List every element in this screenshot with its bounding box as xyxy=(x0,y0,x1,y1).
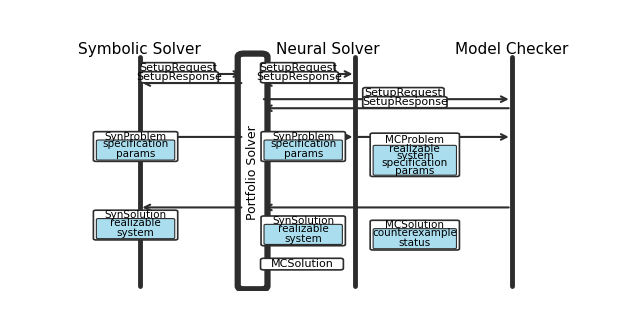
FancyBboxPatch shape xyxy=(363,88,444,99)
Text: status: status xyxy=(399,238,431,248)
Text: system: system xyxy=(396,151,434,161)
Text: realizable: realizable xyxy=(278,224,328,234)
FancyBboxPatch shape xyxy=(264,224,342,245)
FancyBboxPatch shape xyxy=(363,97,447,108)
Text: realizable: realizable xyxy=(389,144,440,154)
Text: system: system xyxy=(116,228,154,238)
Text: params: params xyxy=(395,166,435,176)
FancyBboxPatch shape xyxy=(370,220,460,250)
FancyBboxPatch shape xyxy=(373,145,456,175)
Text: specification: specification xyxy=(102,139,169,149)
FancyBboxPatch shape xyxy=(93,132,178,161)
Text: counterexample: counterexample xyxy=(372,228,457,238)
FancyBboxPatch shape xyxy=(373,229,456,249)
FancyBboxPatch shape xyxy=(261,132,346,161)
Text: params: params xyxy=(116,149,156,159)
Text: Model Checker: Model Checker xyxy=(455,42,568,57)
FancyBboxPatch shape xyxy=(141,63,215,74)
Text: MCProblem: MCProblem xyxy=(385,135,444,145)
Text: params: params xyxy=(284,149,323,159)
Text: SetupResponse: SetupResponse xyxy=(362,97,448,107)
Text: MCSolution: MCSolution xyxy=(271,259,333,269)
FancyBboxPatch shape xyxy=(260,258,344,270)
FancyBboxPatch shape xyxy=(264,140,342,160)
Text: SynSolution: SynSolution xyxy=(272,216,334,226)
FancyBboxPatch shape xyxy=(97,140,175,160)
Text: SetupRequest: SetupRequest xyxy=(139,63,217,73)
Text: SynSolution: SynSolution xyxy=(104,210,166,220)
Text: Neural Solver: Neural Solver xyxy=(276,42,380,57)
FancyBboxPatch shape xyxy=(260,72,339,83)
Text: Symbolic Solver: Symbolic Solver xyxy=(78,42,201,57)
FancyBboxPatch shape xyxy=(261,216,346,246)
FancyBboxPatch shape xyxy=(97,218,175,239)
Text: SetupRequest: SetupRequest xyxy=(259,63,337,73)
FancyBboxPatch shape xyxy=(141,72,218,83)
Text: SetupResponse: SetupResponse xyxy=(257,72,342,82)
Text: specification: specification xyxy=(270,139,337,149)
Text: Portfolio Solver: Portfolio Solver xyxy=(246,125,259,220)
FancyBboxPatch shape xyxy=(260,63,335,74)
Text: system: system xyxy=(284,233,322,244)
Text: SetupResponse: SetupResponse xyxy=(136,72,222,82)
Text: SynProblem: SynProblem xyxy=(104,132,166,142)
Text: SetupRequest: SetupRequest xyxy=(364,88,442,98)
FancyBboxPatch shape xyxy=(370,133,460,177)
FancyBboxPatch shape xyxy=(93,210,178,240)
FancyBboxPatch shape xyxy=(237,54,268,289)
Text: specification: specification xyxy=(381,159,448,168)
Text: realizable: realizable xyxy=(110,218,161,228)
Text: SynProblem: SynProblem xyxy=(272,132,334,142)
Text: MCSolution: MCSolution xyxy=(385,220,444,230)
